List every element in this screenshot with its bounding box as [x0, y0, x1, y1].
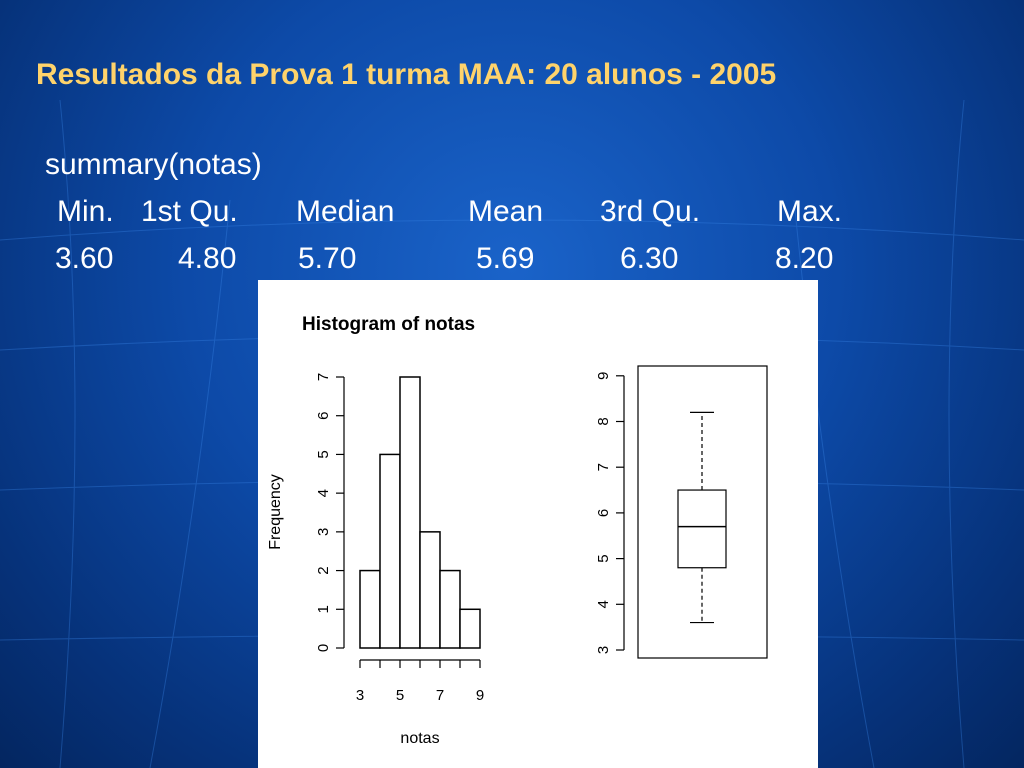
summary-value-mean: 5.69 [476, 242, 535, 275]
summary-header-q3: 3rd Qu. [600, 195, 701, 228]
plot-canvas: Histogram of notas Frequency notas 0 1 2 3 4… [267, 314, 768, 747]
histogram-y-axis-label: Frequency [267, 474, 284, 550]
summary-header-max: Max. [777, 195, 843, 228]
histogram: 0 1 2 3 4 5 6 7 3 5 7 9 [315, 373, 484, 704]
summary-value-max: 8.20 [775, 242, 834, 275]
summary-header-mean: Mean [468, 195, 544, 228]
summary-value-median: 5.70 [298, 242, 357, 275]
summary-value-q1: 4.80 [178, 242, 237, 275]
histogram-x-axis-label: notas [400, 730, 439, 747]
histogram-y-tick-label: 3 [315, 528, 332, 536]
boxplot-y-tick-label: 9 [595, 372, 612, 380]
histogram-y-tick-label: 1 [315, 605, 332, 613]
histogram-x-tick-label: 9 [476, 687, 484, 704]
slide-title: Resultados da Prova 1 turma MAA: 20 alun… [36, 58, 777, 91]
histogram-y-tick-label: 7 [315, 373, 332, 381]
boxplot-y-tick-label: 5 [595, 554, 612, 562]
summary-value-min: 3.60 [55, 242, 114, 275]
histogram-y-tick-label: 6 [315, 412, 332, 420]
histogram-bar [419, 531, 441, 649]
histogram-y-tick-label: 5 [315, 450, 332, 458]
boxplot-y-tick-label: 7 [595, 463, 612, 471]
summary-value-q3: 6.30 [620, 242, 679, 275]
summary-header-median: Median [296, 195, 395, 228]
histogram-y-tick-label: 4 [315, 489, 332, 497]
summary-command: summary(notas) [45, 148, 262, 181]
histogram-y-tick-label: 0 [315, 644, 332, 652]
histogram-y-tick-label: 2 [315, 566, 332, 574]
boxplot-y-tick-label: 4 [595, 600, 612, 608]
boxplot-y-tick-label: 6 [595, 509, 612, 517]
histogram-bar [379, 453, 401, 649]
boxplot-y-tick-label: 8 [595, 417, 612, 425]
histogram-bar [459, 608, 481, 649]
histogram-bar [359, 569, 381, 649]
histogram-x-tick-label: 7 [436, 687, 444, 704]
boxplot-frame [637, 365, 768, 659]
histogram-bar [439, 569, 461, 649]
histogram-bar [399, 376, 421, 649]
r-plot-figure: Histogram of notas Frequency notas 0 1 2 3 4… [258, 280, 818, 768]
summary-header-min: Min. [57, 195, 114, 228]
histogram-x-tick-label: 5 [396, 687, 404, 704]
summary-header-q1: 1st Qu. [141, 195, 238, 228]
boxplot: 3 4 5 6 7 8 9 [595, 365, 768, 659]
histogram-title: Histogram of notas [302, 314, 475, 335]
boxplot-y-tick-label: 3 [595, 646, 612, 654]
histogram-x-tick-label: 3 [356, 687, 364, 704]
boxplot-box [677, 489, 727, 569]
